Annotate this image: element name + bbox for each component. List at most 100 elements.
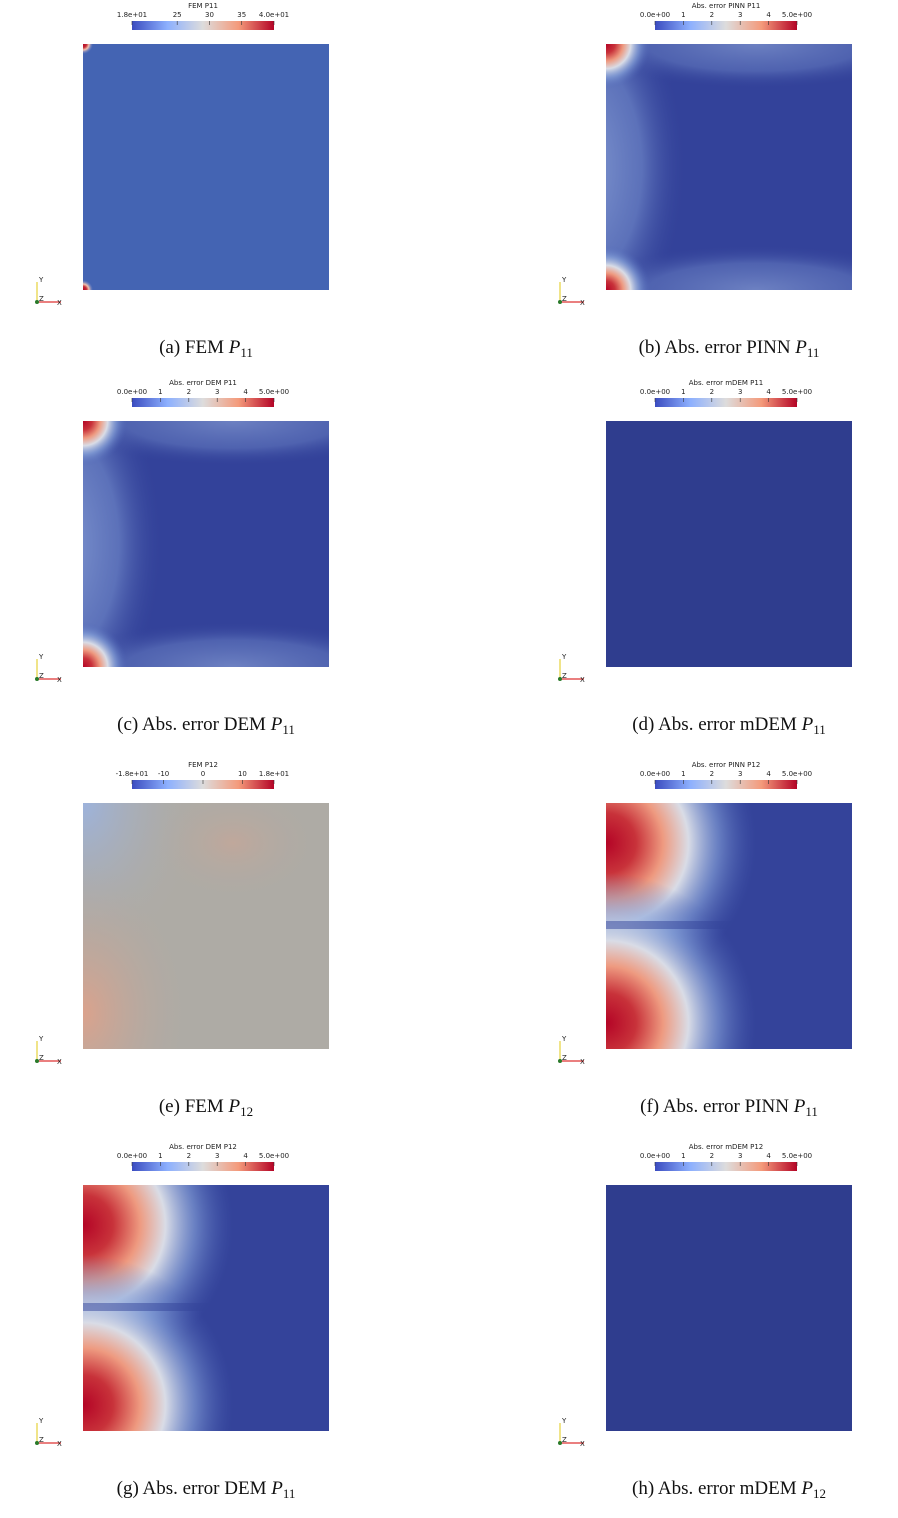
axis-label-z: Z — [562, 1054, 567, 1062]
colorbar-tick-label: 0.0e+00 — [640, 11, 670, 19]
colorbar-tick-label: 5.0e+00 — [259, 388, 289, 396]
colorbar-tick-label: 1 — [681, 1152, 685, 1160]
colorbar-tick-label: 2 — [710, 388, 714, 396]
colorbar-tick-label: -10 — [158, 770, 169, 778]
caption: (c) Abs. error DEM P11 — [117, 714, 295, 737]
colorbar-tick-label: 10 — [238, 770, 247, 778]
colorbar-tick-label: 0.0e+00 — [640, 1152, 670, 1160]
colorbar-title: Abs. error mDEM P12 — [689, 1143, 764, 1151]
caption-text: (f) Abs. error PINN — [640, 1096, 794, 1117]
field-feature — [606, 873, 756, 1049]
colorbar-tick-label: 3 — [738, 770, 742, 778]
caption-text: (a) FEM — [159, 337, 229, 358]
colorbar-tick-label: 3 — [738, 1152, 742, 1160]
colorbar-title: FEM P11 — [188, 2, 218, 10]
caption-symbol: P — [800, 1478, 813, 1499]
colorbar-tick-label: 5.0e+00 — [782, 770, 812, 778]
colorbar — [132, 1162, 274, 1171]
colorbar-tick-label: 2 — [187, 1152, 191, 1160]
colorbar-tick-label: 1 — [681, 770, 685, 778]
colorbar-tick-label: 1 — [681, 388, 685, 396]
axis-label-x: X — [57, 1440, 62, 1448]
field-feature — [83, 863, 193, 1049]
axis-label-z: Z — [39, 672, 44, 680]
colorbar-tick-label: 25 — [173, 11, 182, 19]
caption-text: (d) Abs. error mDEM — [632, 714, 801, 735]
colorbar — [655, 780, 797, 789]
axis-label-y: Y — [38, 1035, 44, 1043]
field-plot — [83, 44, 329, 290]
panel: FEM P11 1.8e+01 25 30 35 4.0e+01 Y Z X (a) FEM P1… — [35, 2, 329, 360]
field-band — [83, 1303, 329, 1311]
colorbar-tick-label: -1.8e+01 — [116, 770, 149, 778]
axis-z — [558, 677, 562, 681]
panel: Abs. error PINN P12 0.0e+00 1 2 3 4 5.0e+00 Y Z X… — [558, 761, 852, 1119]
caption-text: (e) FEM — [159, 1096, 229, 1117]
panel: FEM P12 -1.8e+01 -10 0 10 1.8e+01 Y Z X (e) FEM P… — [35, 761, 329, 1119]
axis-label-y: Y — [561, 653, 567, 661]
axis-label-y: Y — [38, 276, 44, 284]
axis-label-x: X — [57, 676, 62, 684]
caption-text: (c) Abs. error DEM — [117, 714, 271, 735]
colorbar-tick-label: 5.0e+00 — [259, 1152, 289, 1160]
colorbar-tick-label: 0.0e+00 — [640, 770, 670, 778]
axis-label-x: X — [580, 299, 585, 307]
colorbar-tick-label: 1 — [158, 388, 162, 396]
colorbar-tick-label: 35 — [237, 11, 246, 19]
field-feature — [606, 245, 651, 290]
axis-z — [558, 1441, 562, 1445]
axis-label-x: X — [57, 1058, 62, 1066]
colorbar — [655, 21, 797, 30]
field-plot — [83, 421, 329, 667]
axis-label-z: Z — [39, 1436, 44, 1444]
axis-label-z: Z — [39, 1054, 44, 1062]
caption-subscript: 11 — [805, 1104, 818, 1119]
field-feature — [606, 44, 852, 89]
field-plot — [606, 803, 852, 1049]
caption: (g) Abs. error DEM P11 — [117, 1478, 296, 1501]
field-feature — [83, 421, 329, 466]
field-feature — [143, 803, 323, 903]
colorbar-tick-label: 4 — [766, 1152, 771, 1160]
colorbar-tick-label: 4.0e+01 — [259, 11, 289, 19]
colorbar-title: Abs. error mDEM P11 — [689, 379, 764, 387]
colorbar — [655, 398, 797, 407]
colorbar-tick-label: 1.8e+01 — [259, 770, 289, 778]
caption-subscript: 11 — [283, 1486, 296, 1501]
field-feature — [606, 44, 686, 290]
caption-symbol: P — [793, 1096, 806, 1117]
caption: (a) FEM P11 — [159, 337, 253, 360]
colorbar-tick-label: 1 — [158, 1152, 162, 1160]
field-plot — [606, 421, 852, 667]
colorbar-tick-label: 2 — [187, 388, 191, 396]
axis-z — [558, 1059, 562, 1063]
colorbar-tick-label: 5.0e+00 — [782, 388, 812, 396]
colorbar-tick-label: 4 — [766, 770, 771, 778]
field-plot — [83, 803, 329, 1049]
field-plot — [606, 44, 852, 290]
panel: Abs. error DEM P11 0.0e+00 1 2 3 4 5.0e+00 Y Z X (… — [35, 379, 329, 737]
axis-label-y: Y — [561, 1035, 567, 1043]
field-band — [606, 921, 852, 929]
axis-label-y: Y — [561, 1417, 567, 1425]
axis-label-z: Z — [562, 1436, 567, 1444]
caption-subscript: 11 — [813, 722, 826, 737]
caption: (b) Abs. error PINN P11 — [639, 337, 820, 360]
field-feature — [83, 622, 329, 667]
colorbar-tick-label: 0.0e+00 — [117, 1152, 147, 1160]
colorbar-tick-label: 0 — [201, 770, 205, 778]
axis-z — [558, 300, 562, 304]
caption-subscript: 12 — [813, 1486, 826, 1501]
axis-label-y: Y — [561, 276, 567, 284]
colorbar-tick-label: 3 — [738, 11, 742, 19]
colorbar-tick-label: 2 — [710, 1152, 714, 1160]
caption-text: (g) Abs. error DEM — [117, 1478, 272, 1499]
axis-z — [35, 1441, 39, 1445]
caption-subscript: 11 — [282, 722, 295, 737]
axis-label-x: X — [580, 676, 585, 684]
axis-label-x: X — [57, 299, 62, 307]
field-base — [83, 44, 329, 290]
colorbar-title: FEM P12 — [188, 761, 218, 769]
colorbar-tick-label: 2 — [710, 11, 714, 19]
